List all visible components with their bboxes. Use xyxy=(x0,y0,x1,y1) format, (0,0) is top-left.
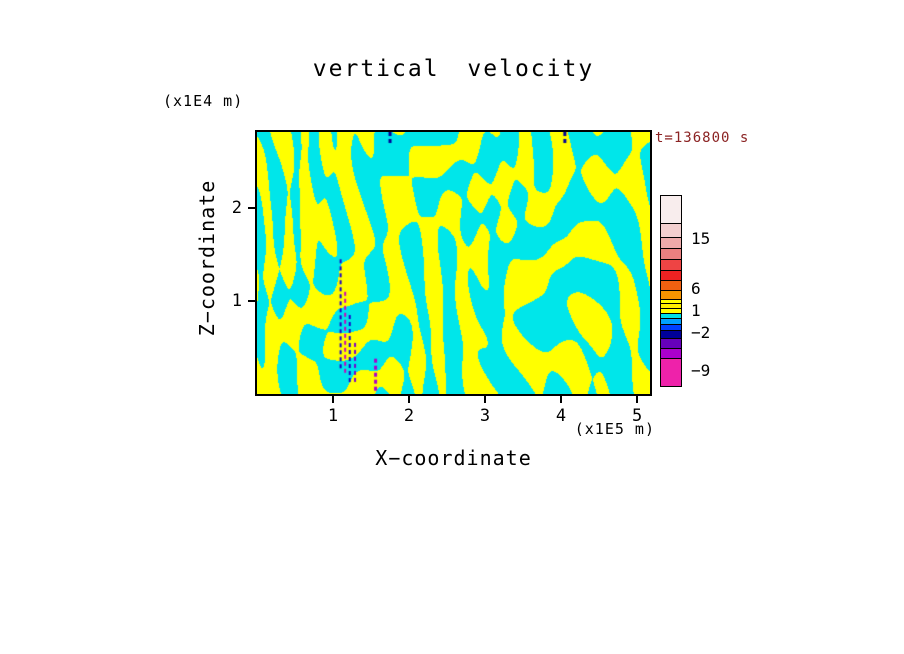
colorbar-segment xyxy=(661,248,681,260)
colorbar-segment xyxy=(661,290,681,299)
colorbar-segment xyxy=(661,280,681,291)
y-tick-label: 2 xyxy=(231,198,242,219)
colorbar-segment xyxy=(661,237,681,249)
x-tick-label: 5 xyxy=(631,406,643,426)
x-tick-mark xyxy=(560,396,563,403)
colorbar-tick-label: −2 xyxy=(691,322,711,342)
colorbar-segment xyxy=(661,307,681,313)
colorbar-segment xyxy=(661,303,681,308)
colorbar-segment xyxy=(661,318,681,324)
colorbar xyxy=(660,195,682,387)
y-axis-unit-label: (x1E4 m) xyxy=(163,92,244,110)
x-tick-label: 1 xyxy=(327,406,339,426)
y-tick-label: 1 xyxy=(231,291,242,312)
colorbar-tick-label: −9 xyxy=(691,360,711,380)
velocity-field-canvas xyxy=(257,132,650,394)
colorbar-tick-label: 6 xyxy=(691,278,701,298)
x-tick-label: 2 xyxy=(403,406,415,426)
colorbar-segment xyxy=(661,196,681,224)
x-tick-label: 3 xyxy=(479,406,491,426)
time-annotation: t=136800 s xyxy=(655,130,750,146)
colorbar-tick-label: 15 xyxy=(691,228,711,248)
x-tick-label: 4 xyxy=(555,406,567,426)
x-tick-mark xyxy=(484,396,487,403)
colorbar-segment xyxy=(661,223,681,238)
x-tick-mark xyxy=(332,396,334,403)
colorbar-segment xyxy=(661,357,681,386)
y-tick-mark xyxy=(248,207,255,210)
colorbar-segment xyxy=(661,330,681,339)
colorbar-segment xyxy=(661,323,681,331)
colorbar-segment xyxy=(661,338,681,348)
colorbar-segment xyxy=(661,298,681,304)
colorbar-segment xyxy=(661,270,681,281)
colorbar-segment xyxy=(661,259,681,271)
x-tick-mark xyxy=(408,396,411,403)
colorbar-segment xyxy=(661,312,681,319)
plot-title: vertical velocity xyxy=(312,56,595,82)
y-tick-mark xyxy=(248,300,255,303)
x-tick-mark xyxy=(636,396,639,403)
x-axis-unit-label: (x1E5 m) xyxy=(574,420,655,438)
colorbar-segment xyxy=(661,347,681,358)
colorbar-tick-label: 1 xyxy=(691,300,701,320)
x-axis-title: X−coordinate xyxy=(375,446,532,470)
